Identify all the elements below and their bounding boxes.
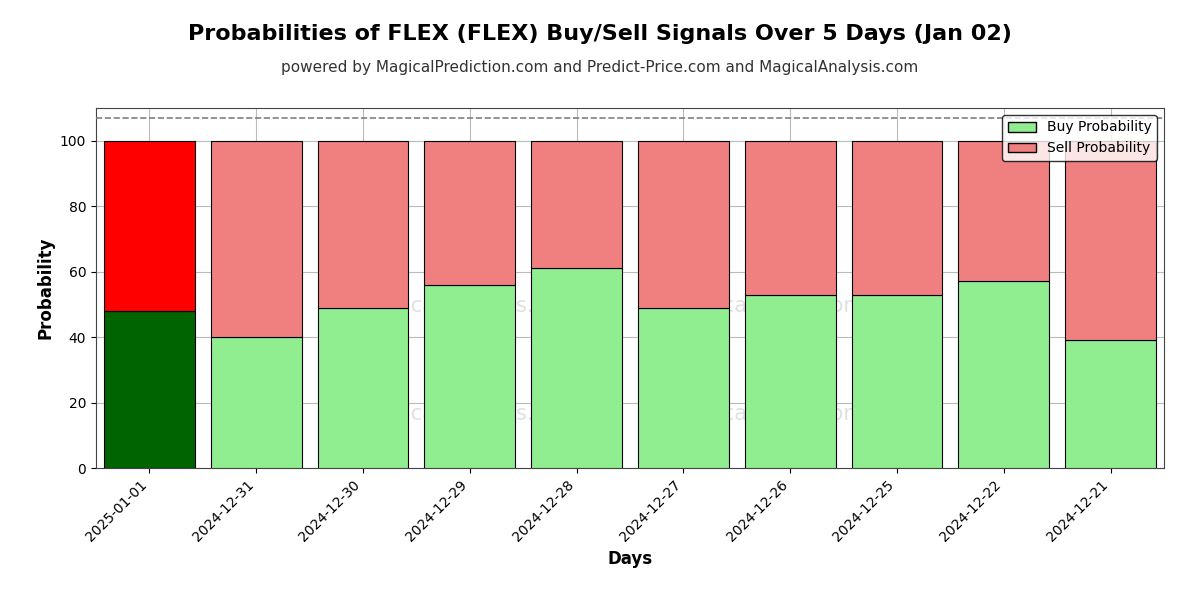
Bar: [532, 268, 622, 468]
Text: MagicalAnalysis.com: MagicalAnalysis.com: [361, 404, 578, 424]
Bar: [959, 281, 1049, 468]
Bar: [745, 295, 835, 468]
Text: powered by MagicalPrediction.com and Predict-Price.com and MagicalAnalysis.com: powered by MagicalPrediction.com and Pre…: [281, 60, 919, 75]
Bar: [638, 141, 728, 308]
Bar: [745, 141, 835, 295]
X-axis label: Days: Days: [607, 550, 653, 568]
Bar: [211, 337, 301, 468]
Bar: [425, 285, 515, 468]
Bar: [1066, 340, 1156, 468]
Text: MagicalPrediction.com: MagicalPrediction.com: [673, 404, 907, 424]
Bar: [532, 141, 622, 268]
Bar: [959, 141, 1049, 281]
Bar: [638, 308, 728, 468]
Text: MagicalPrediction.com: MagicalPrediction.com: [673, 296, 907, 316]
Bar: [425, 141, 515, 285]
Bar: [852, 141, 942, 295]
Bar: [211, 141, 301, 337]
Bar: [318, 308, 408, 468]
Bar: [318, 141, 408, 308]
Text: Probabilities of FLEX (FLEX) Buy/Sell Signals Over 5 Days (Jan 02): Probabilities of FLEX (FLEX) Buy/Sell Si…: [188, 24, 1012, 44]
Legend: Buy Probability, Sell Probability: Buy Probability, Sell Probability: [1002, 115, 1157, 161]
Bar: [104, 141, 194, 311]
Bar: [1066, 141, 1156, 340]
Y-axis label: Probability: Probability: [36, 237, 54, 339]
Text: MagicalAnalysis.com: MagicalAnalysis.com: [361, 296, 578, 316]
Bar: [104, 311, 194, 468]
Bar: [852, 295, 942, 468]
